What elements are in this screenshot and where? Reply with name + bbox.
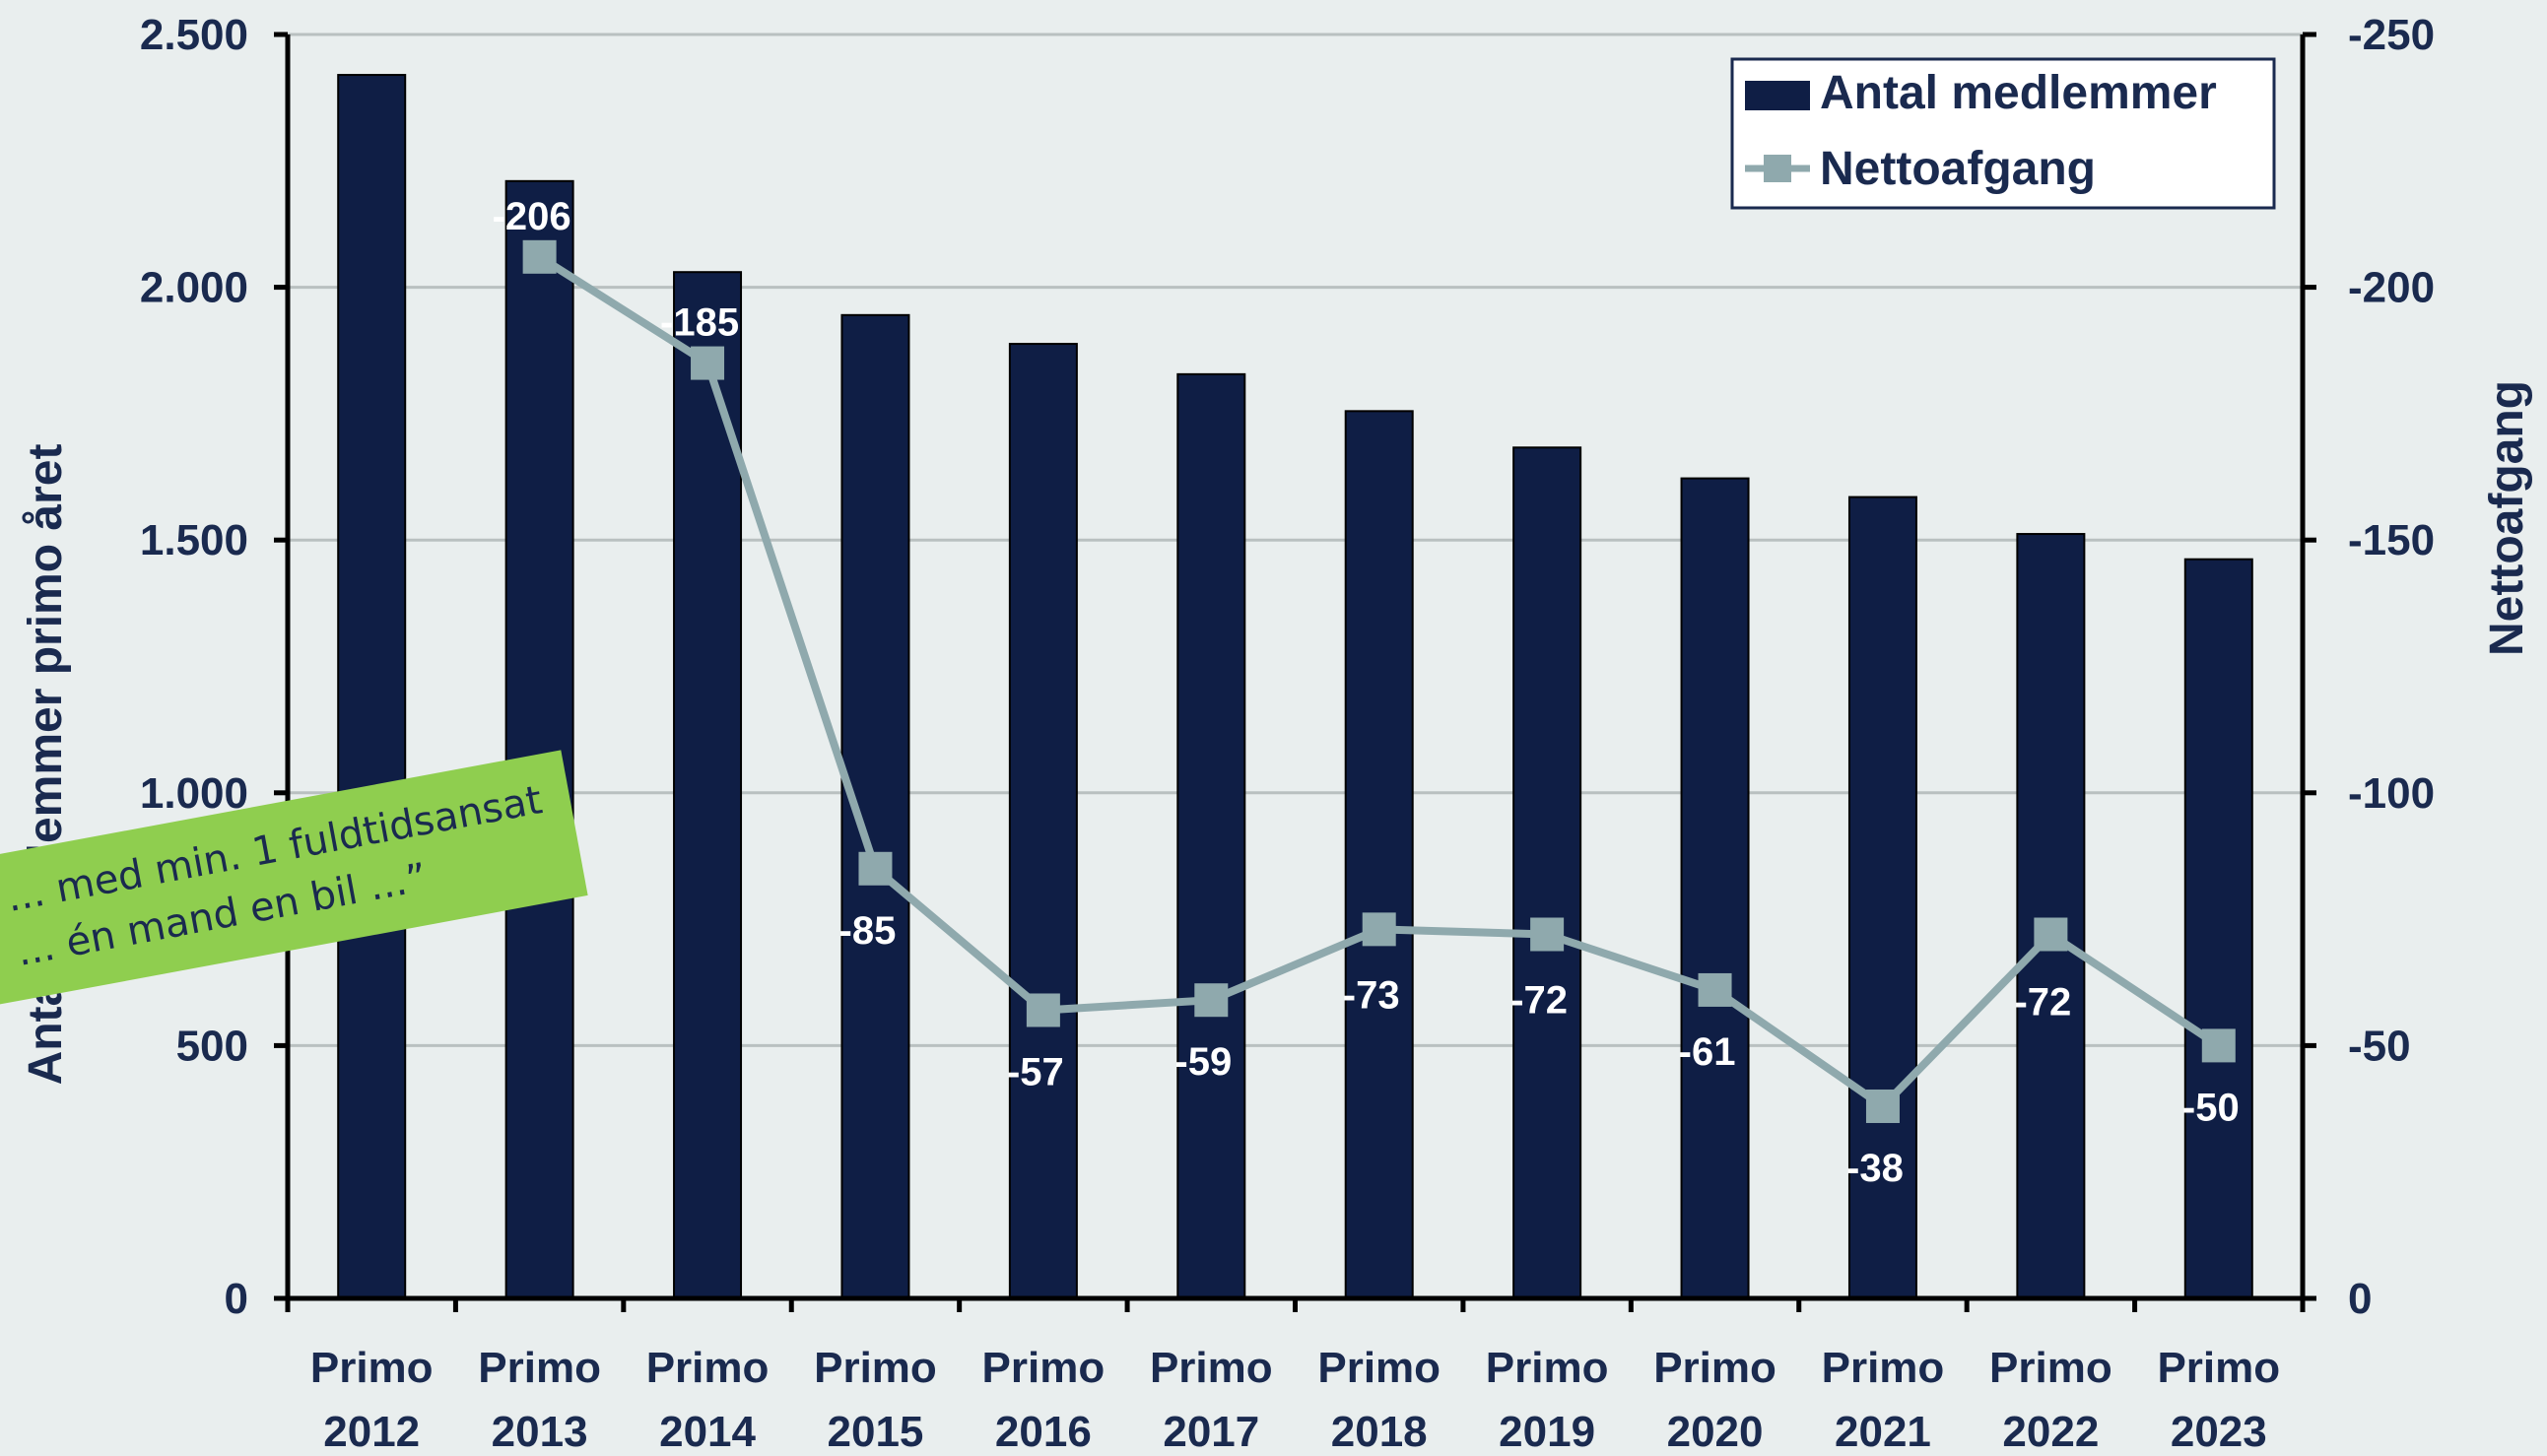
x-tick-label: Primo	[478, 1344, 601, 1392]
bar	[1512, 446, 1582, 1299]
bar	[2016, 533, 2086, 1299]
data-label: -59	[1174, 1040, 1232, 1084]
bar	[2183, 558, 2253, 1299]
x-tick-label: 2015	[828, 1408, 924, 1456]
y-right-tick-label: 0	[2348, 1275, 2372, 1323]
line-marker	[1026, 993, 1060, 1027]
bar	[1847, 496, 1917, 1299]
line-marker	[2034, 917, 2068, 952]
x-tick-label: 2021	[1835, 1408, 1931, 1456]
data-label: -38	[1846, 1147, 1904, 1190]
bar	[1176, 372, 1246, 1299]
data-label: -185	[660, 301, 739, 345]
y-right-tick-label: -50	[2348, 1022, 2411, 1070]
line-marker	[1698, 972, 1732, 1007]
data-label: -85	[839, 909, 897, 953]
x-tick-label: Primo	[814, 1344, 937, 1392]
x-tick-label: 2019	[1499, 1408, 1595, 1456]
line-marker	[1530, 917, 1565, 952]
data-label: -72	[1510, 978, 1568, 1022]
y-left-tick-label: 0	[225, 1275, 248, 1323]
data-labels: -206 -185 -85 -57 -59 -73 -72 -61 -38 -72 -50	[493, 195, 2240, 1190]
x-tick-label: Primo	[1989, 1344, 2112, 1392]
data-label: -206	[493, 195, 571, 238]
bar	[504, 179, 574, 1299]
bar	[1344, 410, 1414, 1300]
line-marker	[1865, 1089, 1900, 1123]
bar	[337, 74, 407, 1299]
x-tick-label: Primo	[2157, 1344, 2280, 1392]
x-tick-label: Primo	[1317, 1344, 1441, 1392]
x-tick-label: 2018	[1331, 1408, 1428, 1456]
x-tick-label: Primo	[1653, 1344, 1776, 1392]
y-right-tick-label: -100	[2348, 769, 2435, 818]
line-series	[522, 239, 2236, 1123]
x-tick-label: Primo	[1150, 1344, 1273, 1392]
tick-labels: 0 500 1.000 1.500 2.000 2.500 0 -50 -100 -150 -200…	[140, 11, 2435, 1456]
x-tick-label: 2022	[2002, 1408, 2099, 1456]
x-tick-label: Primo	[1822, 1344, 1945, 1392]
line-marker	[522, 239, 557, 274]
line-marker	[691, 346, 725, 380]
data-label: -73	[1343, 973, 1400, 1017]
x-tick-label: 2023	[2171, 1408, 2267, 1456]
y-right-tick-label: -200	[2348, 264, 2435, 312]
y-right-axis-title: Nettoafgang	[2481, 380, 2533, 656]
y-right-tick-label: -150	[2348, 516, 2435, 564]
legend-swatch-bars	[1745, 81, 1810, 110]
bar	[673, 271, 743, 1300]
x-tick-label: Primo	[646, 1344, 770, 1392]
data-label: -72	[2014, 980, 2071, 1024]
line-marker	[1362, 912, 1396, 947]
bar	[1008, 343, 1078, 1299]
legend-label-bars: Antal medlemmer	[1820, 67, 2217, 119]
x-tick-label: 2017	[1163, 1408, 1259, 1456]
line-marker	[2201, 1028, 2236, 1063]
gridlines	[288, 33, 2303, 1047]
x-tick-label: Primo	[1486, 1344, 1609, 1392]
x-tick-label: 2016	[995, 1408, 1092, 1456]
y-left-tick-label: 2.500	[140, 11, 248, 59]
data-label: -50	[2182, 1086, 2240, 1129]
x-tick-label: Primo	[310, 1344, 434, 1392]
axes	[274, 32, 2316, 1312]
data-label: -61	[1679, 1030, 1736, 1074]
legend: Antal medlemmer Nettoafgang	[1730, 57, 2276, 210]
x-tick-label: 2020	[1667, 1408, 1764, 1456]
bar	[1680, 477, 1750, 1299]
y-right-tick-label: -250	[2348, 11, 2435, 59]
bar-series	[337, 74, 2253, 1300]
line-marker	[1194, 983, 1229, 1018]
legend-swatch-marker	[1764, 155, 1791, 182]
x-tick-label: Primo	[982, 1344, 1106, 1392]
legend-box	[1730, 57, 2276, 210]
x-tick-label: 2013	[492, 1408, 588, 1456]
line-marker	[858, 851, 893, 886]
legend-label-line: Nettoafgang	[1820, 143, 2096, 195]
data-label: -57	[1007, 1050, 1064, 1093]
x-tick-label: 2014	[659, 1408, 756, 1456]
y-left-tick-label: 1.000	[140, 769, 248, 818]
y-left-tick-label: 2.000	[140, 264, 248, 312]
x-tick-label: 2012	[323, 1408, 420, 1456]
y-left-tick-label: 500	[176, 1022, 248, 1070]
y-left-tick-label: 1.500	[140, 516, 248, 564]
